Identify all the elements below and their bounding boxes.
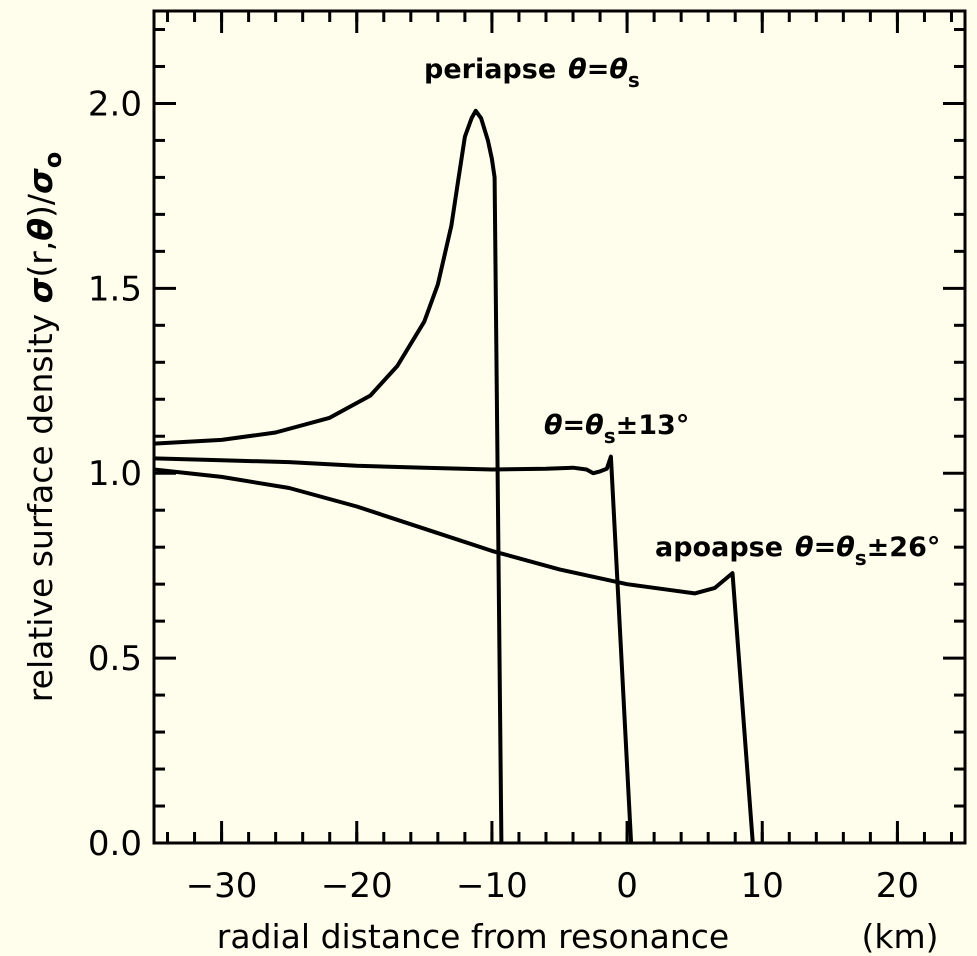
series-line-1: [153, 454, 634, 844]
annotation-periapse-label: periapse: [424, 54, 556, 85]
y-tick-label: 2.0: [88, 84, 142, 124]
tick-labels: −30 −20 −10 0 10 20 0.0 0.5 1.0 1.5 2.0: [88, 84, 919, 906]
x-tick-label: −10: [456, 866, 528, 906]
y-axis-sigma: σ: [21, 277, 60, 303]
annotation-periapse-sub: s: [628, 68, 640, 92]
y-axis-args: (r,: [21, 241, 60, 278]
annotation-apoapse-tail: ±26°: [867, 532, 941, 563]
x-axis-unit: (km): [861, 917, 938, 956]
x-tick-label: 20: [876, 866, 919, 906]
annotation-apoapse: apoapse θ=θs±26°: [655, 532, 940, 570]
annotation-mid-tail: ±13°: [616, 410, 690, 441]
annotation-mid-sub: s: [604, 424, 616, 448]
y-tick-label: 0.5: [88, 639, 142, 679]
y-axis-close: )/: [21, 193, 60, 218]
y-axis-sigma0: σ: [21, 168, 60, 194]
x-tick-label: 10: [741, 866, 784, 906]
y-tick-label: 1.5: [88, 269, 142, 309]
plot-frame: [152, 9, 967, 845]
series-line-0: [153, 108, 504, 844]
y-tick-label: 1.0: [88, 454, 142, 494]
annotation-apoapse-label: apoapse: [655, 532, 783, 563]
x-axis-title: radial distance from resonance: [217, 917, 729, 956]
y-tick-label: 0.0: [88, 824, 142, 864]
tick-marks: [154, 11, 965, 845]
series-line-2: [153, 467, 755, 844]
x-tick-label: 0: [616, 866, 638, 906]
y-axis-sub: o: [39, 152, 67, 169]
density-curves: [153, 108, 755, 844]
annotation-mid-expr: θ=θ: [544, 410, 604, 441]
x-tick-label: −20: [321, 866, 393, 906]
annotation-mid: θ=θs±13°: [544, 410, 689, 448]
y-axis-title-text: relative surface density: [21, 303, 60, 702]
annotation-apoapse-expr: θ=θ: [795, 532, 855, 563]
annotation-apoapse-sub: s: [855, 546, 867, 570]
annotation-periapse: periapse θ=θs: [424, 54, 640, 92]
annotation-periapse-expr: θ=θ: [568, 54, 628, 85]
y-axis-theta: θ: [21, 218, 60, 241]
y-axis-title: relative surface density σ(r,θ)/σo: [21, 152, 67, 702]
x-tick-label: −30: [186, 866, 258, 906]
